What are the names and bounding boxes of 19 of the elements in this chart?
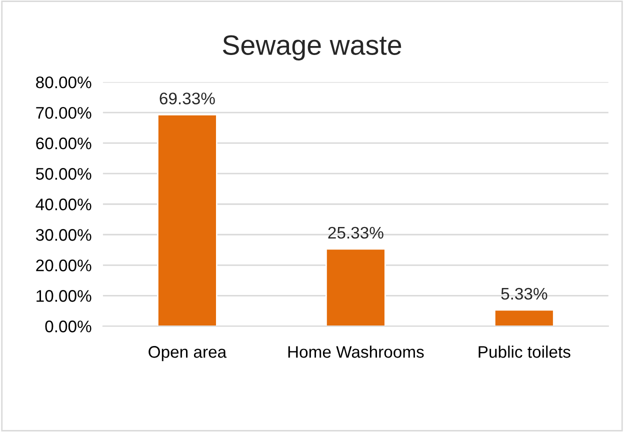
x-tick-label: Public toilets xyxy=(478,346,570,358)
bar xyxy=(326,248,386,326)
bar xyxy=(157,114,218,326)
y-tick-label: 0.00% xyxy=(45,320,92,332)
x-tick-label: Open area xyxy=(148,346,227,362)
y-tick-label: 10.00% xyxy=(36,290,92,302)
y-tick-label: 30.00% xyxy=(36,229,92,241)
y-tick-label: 40.00% xyxy=(36,198,92,210)
y-tick-label: 50.00% xyxy=(36,168,92,180)
x-tick-label: Home Washrooms xyxy=(288,346,424,358)
y-tick-label: 20.00% xyxy=(36,260,92,272)
data-label: 5.33% xyxy=(501,288,548,300)
y-tick-label: 70.00% xyxy=(36,106,92,119)
y-tick-label: 60.00% xyxy=(36,138,92,150)
y-tick-label: 80.00% xyxy=(36,76,92,88)
chart-title: Sewage waste xyxy=(222,35,402,60)
data-label: 69.33% xyxy=(160,92,215,104)
data-label: 25.33% xyxy=(328,226,384,239)
bar xyxy=(494,309,554,326)
